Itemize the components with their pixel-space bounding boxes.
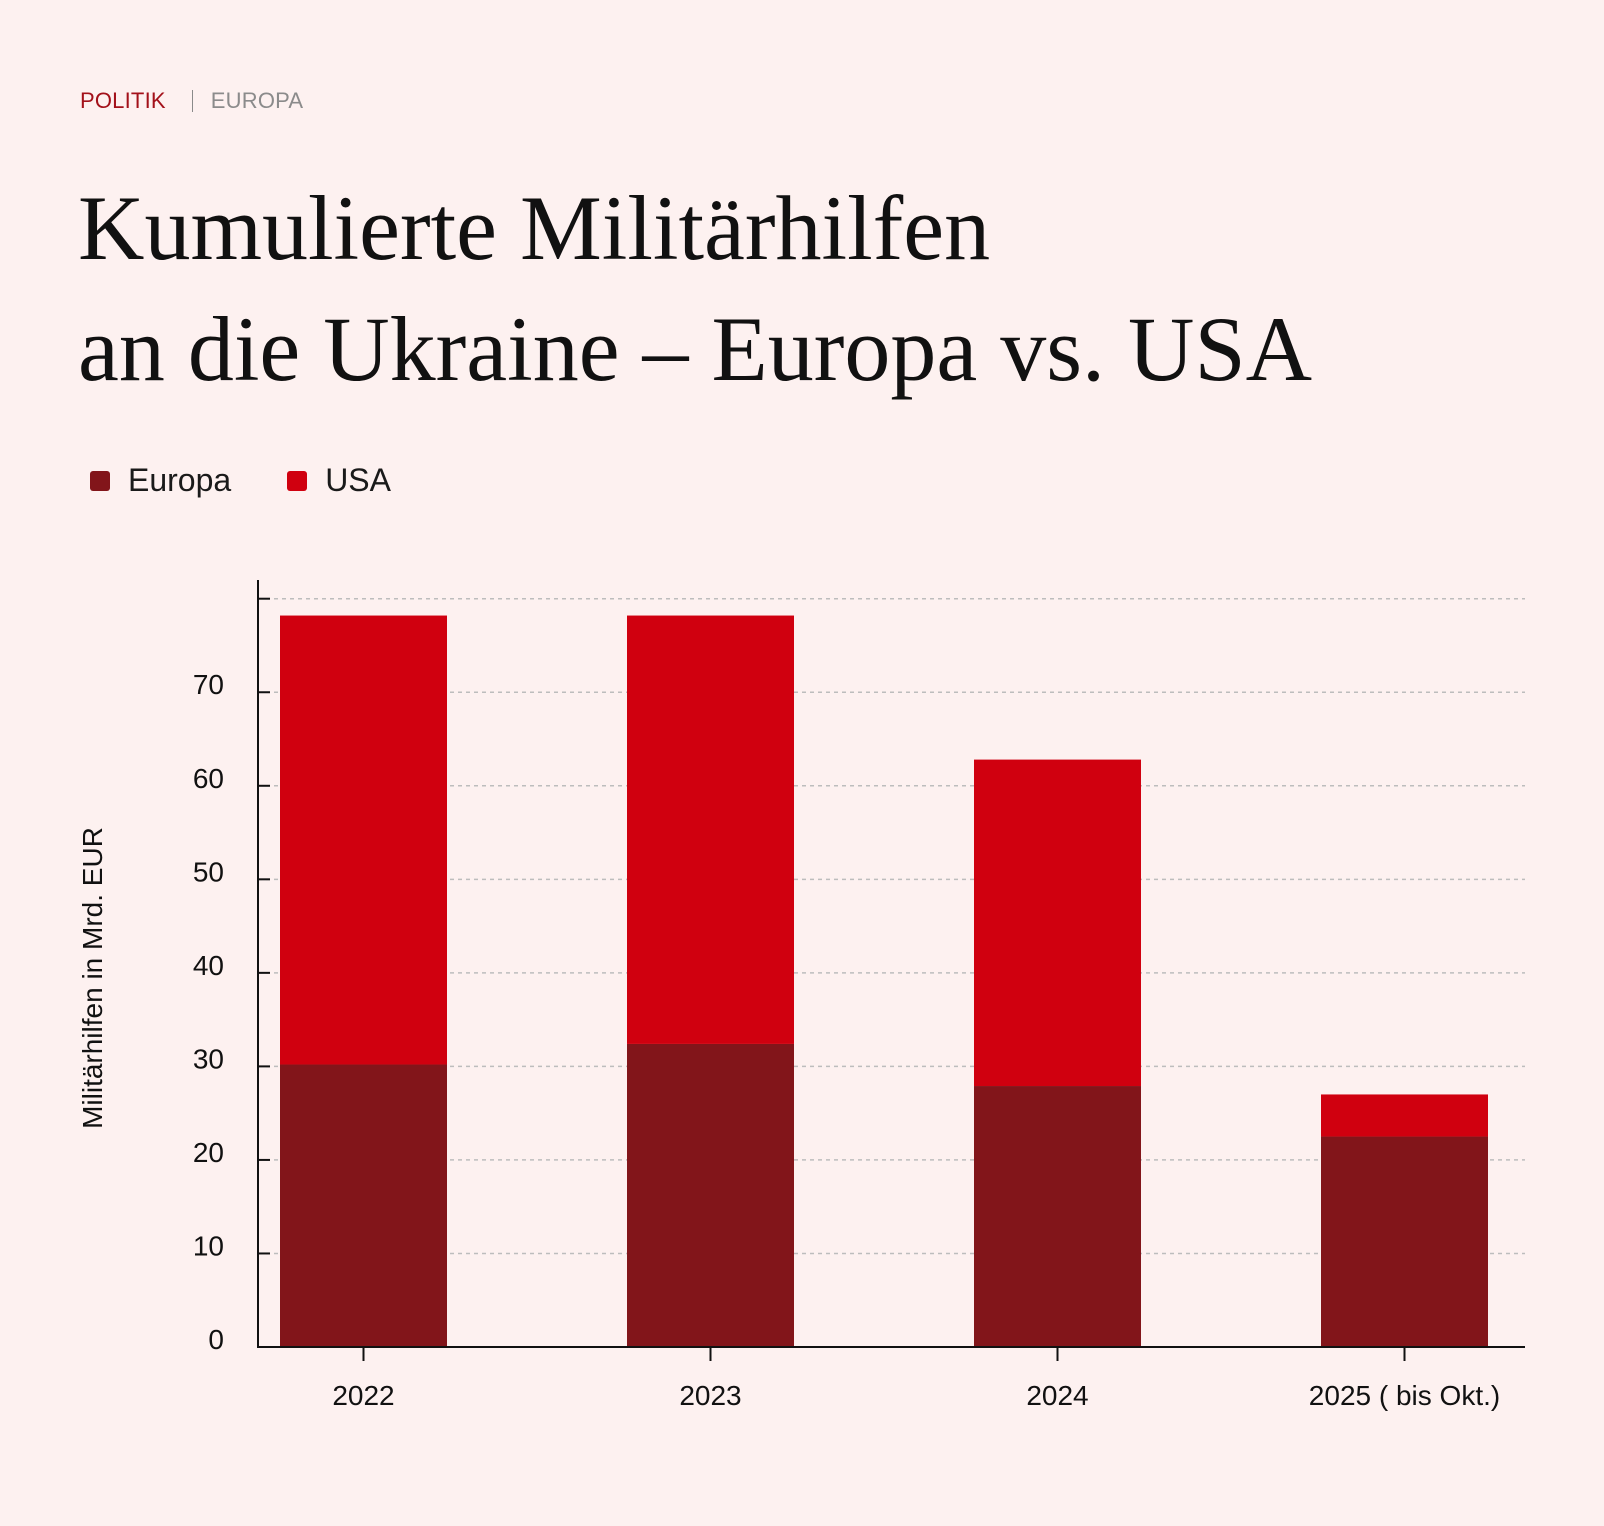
axis-layer	[257, 580, 1525, 1361]
legend-swatch-usa	[287, 470, 308, 491]
x-tick-label-2: 2024	[1026, 1380, 1088, 1411]
legend-swatch-europa	[90, 470, 110, 491]
bar-europa-2[interactable]	[974, 1086, 1141, 1347]
legend-label-usa: USA	[325, 462, 391, 498]
y-tick-label-10: 10	[193, 1230, 224, 1261]
chart-title: Kumulierte Militärhilfen an die Ukraine …	[78, 168, 1312, 410]
chart-legend: Europa USA	[90, 462, 447, 499]
y-tick-label-0: 0	[208, 1324, 224, 1355]
y-tick-label-60: 60	[193, 763, 224, 794]
labels-layer: 2022 2023 2024 2025 ( bis Okt.) 0 10 20 30 40 50 6…	[77, 669, 1500, 1411]
y-tick-label-30: 30	[193, 1043, 224, 1074]
y-axis-title: Militärhilfen in Mrd. EUR	[77, 827, 108, 1129]
x-tick-label-0: 2022	[332, 1380, 394, 1411]
bar-europa-1[interactable]	[627, 1043, 794, 1347]
breadcrumb: POLITIK EUROPA	[80, 88, 303, 114]
legend-label-europa: Europa	[128, 462, 232, 498]
bars-layer	[280, 615, 1488, 1347]
x-tick-label-3: 2025 ( bis Okt.)	[1309, 1380, 1500, 1411]
bar-usa-1[interactable]	[627, 615, 794, 1044]
y-tick-label-70: 70	[193, 669, 224, 700]
bar-usa-3[interactable]	[1321, 1094, 1488, 1137]
y-tick-label-20: 20	[193, 1137, 224, 1168]
chart-title-line-1: Kumulierte Militärhilfen	[78, 177, 991, 279]
breadcrumb-section-link[interactable]: POLITIK	[80, 88, 166, 113]
bar-europa-3[interactable]	[1321, 1136, 1488, 1347]
y-tick-label-50: 50	[193, 856, 224, 887]
x-tick-label-1: 2023	[679, 1380, 741, 1411]
chart-title-line-2: an die Ukraine – Europa vs. USA	[78, 298, 1313, 400]
legend-item-usa: USA	[287, 462, 391, 499]
grid-layer	[258, 597, 1525, 1255]
legend-item-europa: Europa	[90, 462, 231, 499]
bar-europa-0[interactable]	[280, 1064, 447, 1347]
breadcrumb-subsection-link[interactable]: EUROPA	[210, 88, 304, 113]
y-tick-label-40: 40	[193, 950, 224, 981]
breadcrumb-divider	[191, 90, 193, 112]
bar-usa-0[interactable]	[280, 615, 447, 1065]
bar-usa-2[interactable]	[974, 759, 1141, 1087]
